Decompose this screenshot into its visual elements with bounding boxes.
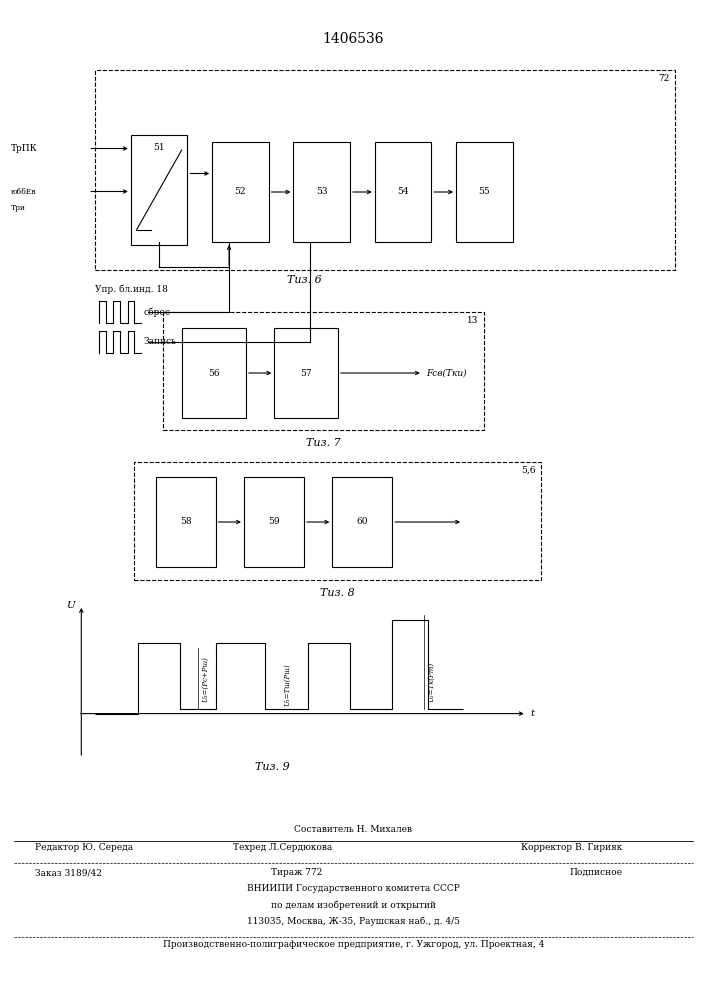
Text: Запись: Запись bbox=[144, 338, 177, 347]
Text: 52: 52 bbox=[235, 188, 246, 196]
Text: 72: 72 bbox=[658, 74, 670, 83]
Text: 53: 53 bbox=[316, 188, 327, 196]
Text: Τиз. 8: Τиз. 8 bbox=[320, 588, 355, 598]
Text: 56: 56 bbox=[209, 368, 220, 377]
FancyBboxPatch shape bbox=[182, 328, 246, 418]
Text: 54: 54 bbox=[397, 188, 409, 196]
Text: U₂=Tк(Рт): U₂=Tк(Рт) bbox=[427, 661, 435, 702]
Text: U: U bbox=[66, 601, 75, 610]
FancyBboxPatch shape bbox=[375, 142, 431, 242]
Text: Производственно-полиграфическое предприятие, г. Ужгород, ул. Проектная, 4: Производственно-полиграфическое предприя… bbox=[163, 940, 544, 949]
Text: 51: 51 bbox=[153, 143, 165, 152]
Text: Техред Л.Сердюкова: Техред Л.Сердюкова bbox=[233, 843, 332, 852]
FancyBboxPatch shape bbox=[212, 142, 269, 242]
Text: U₃=(Рс+Рш): U₃=(Рс+Рш) bbox=[201, 656, 209, 702]
Text: 13: 13 bbox=[467, 316, 479, 325]
Text: Τиз. 9: Τиз. 9 bbox=[255, 762, 290, 772]
Text: Тираж 772: Тираж 772 bbox=[271, 868, 322, 877]
Text: t: t bbox=[530, 709, 534, 718]
Text: юбδЕв: юбδЕв bbox=[11, 188, 36, 196]
Text: Τиз. 7: Τиз. 7 bbox=[306, 438, 341, 448]
FancyBboxPatch shape bbox=[332, 477, 392, 567]
FancyBboxPatch shape bbox=[156, 477, 216, 567]
Text: 5,6: 5,6 bbox=[520, 466, 535, 475]
Text: Fсв(Tки): Fсв(Tки) bbox=[426, 368, 467, 377]
Text: Τиз. 6: Τиз. 6 bbox=[286, 275, 322, 285]
Text: U₁=Tш(Рш): U₁=Tш(Рш) bbox=[283, 663, 291, 706]
FancyBboxPatch shape bbox=[244, 477, 304, 567]
FancyBboxPatch shape bbox=[456, 142, 513, 242]
Text: 113035, Москва, Ж-35, Раушская наб., д. 4/5: 113035, Москва, Ж-35, Раушская наб., д. … bbox=[247, 917, 460, 926]
Text: Упр. бл.инд. 18: Упр. бл.инд. 18 bbox=[95, 285, 168, 294]
FancyBboxPatch shape bbox=[131, 135, 187, 245]
Text: сброс: сброс bbox=[144, 307, 170, 317]
Text: 1406536: 1406536 bbox=[323, 32, 384, 46]
Text: Заказ 3189/42: Заказ 3189/42 bbox=[35, 868, 103, 877]
Text: по делам изобретений и открытий: по делам изобретений и открытий bbox=[271, 901, 436, 910]
Text: 55: 55 bbox=[479, 188, 490, 196]
Text: ВНИИПИ Государственного комитета СССР: ВНИИПИ Государственного комитета СССР bbox=[247, 884, 460, 893]
Text: ТрПК: ТрПК bbox=[11, 144, 37, 153]
Text: 58: 58 bbox=[180, 518, 192, 526]
Text: 60: 60 bbox=[356, 518, 368, 526]
Text: Подписное: Подписное bbox=[569, 868, 622, 877]
Text: Корректор В. Гирияк: Корректор В. Гирияк bbox=[521, 843, 622, 852]
Text: 57: 57 bbox=[300, 368, 312, 377]
FancyBboxPatch shape bbox=[274, 328, 338, 418]
Text: Редактор Ю. Середа: Редактор Ю. Середа bbox=[35, 843, 134, 852]
Text: Составитель Н. Михалев: Составитель Н. Михалев bbox=[295, 825, 412, 834]
FancyBboxPatch shape bbox=[293, 142, 350, 242]
Text: 59: 59 bbox=[268, 518, 280, 526]
Text: Три: Три bbox=[11, 204, 25, 212]
